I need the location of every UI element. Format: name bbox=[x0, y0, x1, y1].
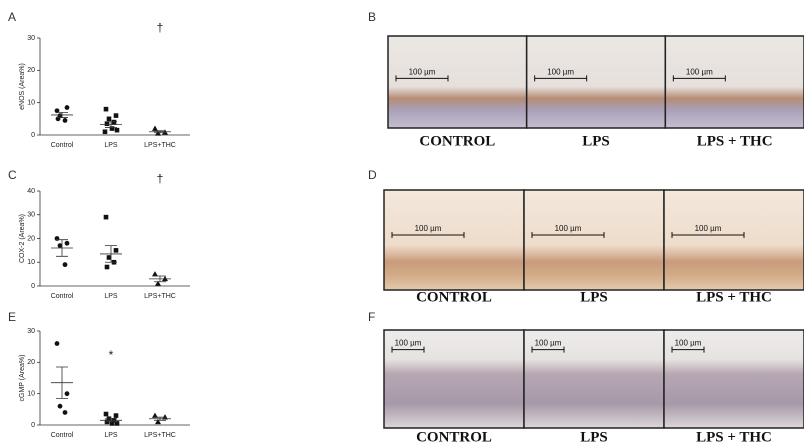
y-tick-label: 20 bbox=[27, 67, 35, 74]
y-axis-label: eNOS (Area%) bbox=[19, 63, 26, 110]
micrograph-caption: CONTROL bbox=[416, 289, 492, 305]
y-tick-label: 30 bbox=[27, 212, 35, 219]
x-tick-label: LPS bbox=[104, 142, 118, 149]
panel-label: E bbox=[8, 310, 16, 324]
scale-bar-label: 100 µm bbox=[535, 339, 562, 348]
data-point bbox=[107, 117, 112, 122]
micrograph-caption: LPS bbox=[580, 289, 608, 305]
scale-bar-label: 100 µm bbox=[555, 224, 582, 233]
micrograph bbox=[527, 36, 666, 128]
x-tick-label: Control bbox=[51, 293, 74, 300]
x-tick-label: LPS+THC bbox=[144, 293, 176, 300]
micrograph bbox=[665, 36, 804, 128]
figure: A 0 10 20 30 eNOS (Area%) Control LPS LPS+THC † C 0… bbox=[0, 0, 804, 447]
y-tick-label: 0 bbox=[31, 283, 35, 290]
data-point bbox=[105, 265, 110, 270]
data-point bbox=[114, 113, 119, 118]
x-tick-label: Control bbox=[51, 142, 74, 149]
data-point bbox=[103, 129, 108, 134]
significance-mark: † bbox=[157, 20, 164, 34]
scale-bar-label: 100 µm bbox=[415, 224, 442, 233]
micrograph-caption: LPS + THC bbox=[697, 133, 773, 149]
x-tick-label: LPS bbox=[104, 432, 118, 439]
x-tick-label: LPS bbox=[104, 293, 118, 300]
y-tick-label: 0 bbox=[31, 132, 35, 139]
micrograph-caption: CONTROL bbox=[416, 429, 492, 445]
data-point bbox=[63, 410, 68, 415]
scale-bar-label: 100 µm bbox=[695, 224, 722, 233]
data-point bbox=[63, 262, 68, 267]
x-tick-label: LPS+THC bbox=[144, 432, 176, 439]
micrograph-caption: LPS + THC bbox=[696, 429, 772, 445]
data-point bbox=[114, 248, 119, 253]
y-tick-label: 10 bbox=[27, 391, 35, 398]
data-point bbox=[55, 236, 60, 241]
scale-bar-label: 100 µm bbox=[395, 339, 422, 348]
y-tick-label: 10 bbox=[27, 259, 35, 266]
micrograph-caption: LPS bbox=[580, 429, 608, 445]
panel-label: C bbox=[8, 168, 17, 182]
x-tick-label: LPS+THC bbox=[144, 142, 176, 149]
y-axis-label: cGMP (Area%) bbox=[19, 355, 26, 402]
data-point bbox=[152, 126, 158, 131]
y-tick-label: 20 bbox=[27, 235, 35, 242]
micrograph bbox=[388, 36, 527, 128]
panel-label: F bbox=[368, 310, 375, 324]
data-point bbox=[58, 404, 63, 409]
y-tick-label: 30 bbox=[27, 35, 35, 42]
micrograph bbox=[664, 190, 804, 290]
y-tick-label: 20 bbox=[27, 359, 35, 366]
scale-bar-label: 100 µm bbox=[675, 339, 702, 348]
micrograph-caption: LPS + THC bbox=[696, 289, 772, 305]
data-point bbox=[104, 412, 109, 417]
y-tick-label: 0 bbox=[31, 422, 35, 429]
micrograph-caption: CONTROL bbox=[419, 133, 495, 149]
scale-bar-label: 100 µm bbox=[547, 67, 574, 76]
data-point bbox=[65, 241, 70, 246]
data-point bbox=[110, 126, 115, 131]
data-point bbox=[115, 128, 120, 133]
data-point bbox=[63, 118, 68, 123]
data-point bbox=[114, 413, 119, 418]
panel-label: B bbox=[368, 10, 376, 24]
significance-mark: * bbox=[109, 348, 114, 362]
micrograph bbox=[524, 190, 664, 290]
data-point bbox=[65, 105, 70, 110]
micrograph bbox=[384, 190, 524, 290]
y-tick-label: 30 bbox=[27, 328, 35, 335]
panel-label: A bbox=[8, 10, 16, 24]
significance-mark: † bbox=[157, 171, 164, 185]
data-point bbox=[65, 391, 70, 396]
scale-bar-label: 100 µm bbox=[686, 67, 713, 76]
y-tick-label: 40 bbox=[27, 188, 35, 195]
micrograph-caption: LPS bbox=[582, 133, 610, 149]
data-point bbox=[104, 107, 109, 112]
y-axis-label: COX-2 (Area%) bbox=[19, 214, 26, 263]
panel-label: D bbox=[368, 168, 377, 182]
y-tick-label: 10 bbox=[27, 100, 35, 107]
data-point bbox=[104, 215, 109, 220]
data-point bbox=[55, 341, 60, 346]
x-tick-label: Control bbox=[51, 432, 74, 439]
scale-bar-label: 100 µm bbox=[409, 67, 436, 76]
